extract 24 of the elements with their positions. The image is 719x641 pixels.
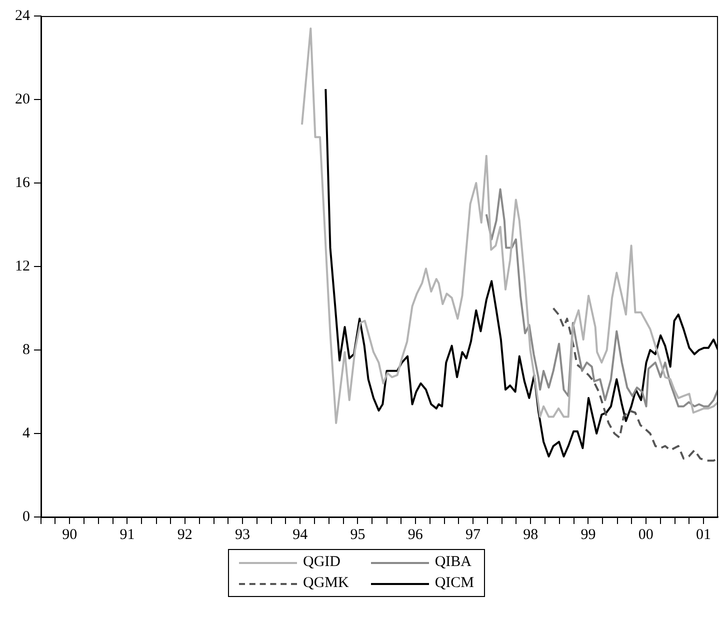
x-tick-label: 98 — [523, 526, 538, 543]
x-tick-label: 90 — [62, 526, 78, 543]
y-tick-label: 8 — [22, 342, 30, 358]
x-tick-label: 96 — [408, 526, 424, 543]
legend-label: QIBA — [434, 554, 472, 571]
y-tick-label: 4 — [22, 425, 30, 442]
y-tick-label: 0 — [22, 508, 30, 525]
y-tick-label: 16 — [15, 174, 30, 191]
x-tick-label: 93 — [234, 526, 250, 543]
x-tick-label: 00 — [638, 526, 654, 543]
y-tick-label: 12 — [15, 258, 30, 274]
legend-label: QICM — [434, 575, 474, 592]
legend-label: QGID — [303, 554, 340, 571]
y-tick-label: 20 — [15, 91, 30, 108]
x-tick-label: 94 — [292, 526, 308, 543]
y-tick-label: 24 — [15, 8, 30, 24]
x-tick-label: 91 — [120, 526, 135, 543]
x-tick-label: 95 — [350, 526, 366, 543]
x-tick-label: 97 — [465, 526, 481, 543]
line-series — [552, 307, 718, 462]
x-tick-label: 99 — [580, 526, 596, 543]
x-tick-label: 01 — [696, 526, 711, 543]
x-tick-label: 92 — [177, 526, 192, 543]
legend-label: QGMK — [303, 575, 349, 592]
